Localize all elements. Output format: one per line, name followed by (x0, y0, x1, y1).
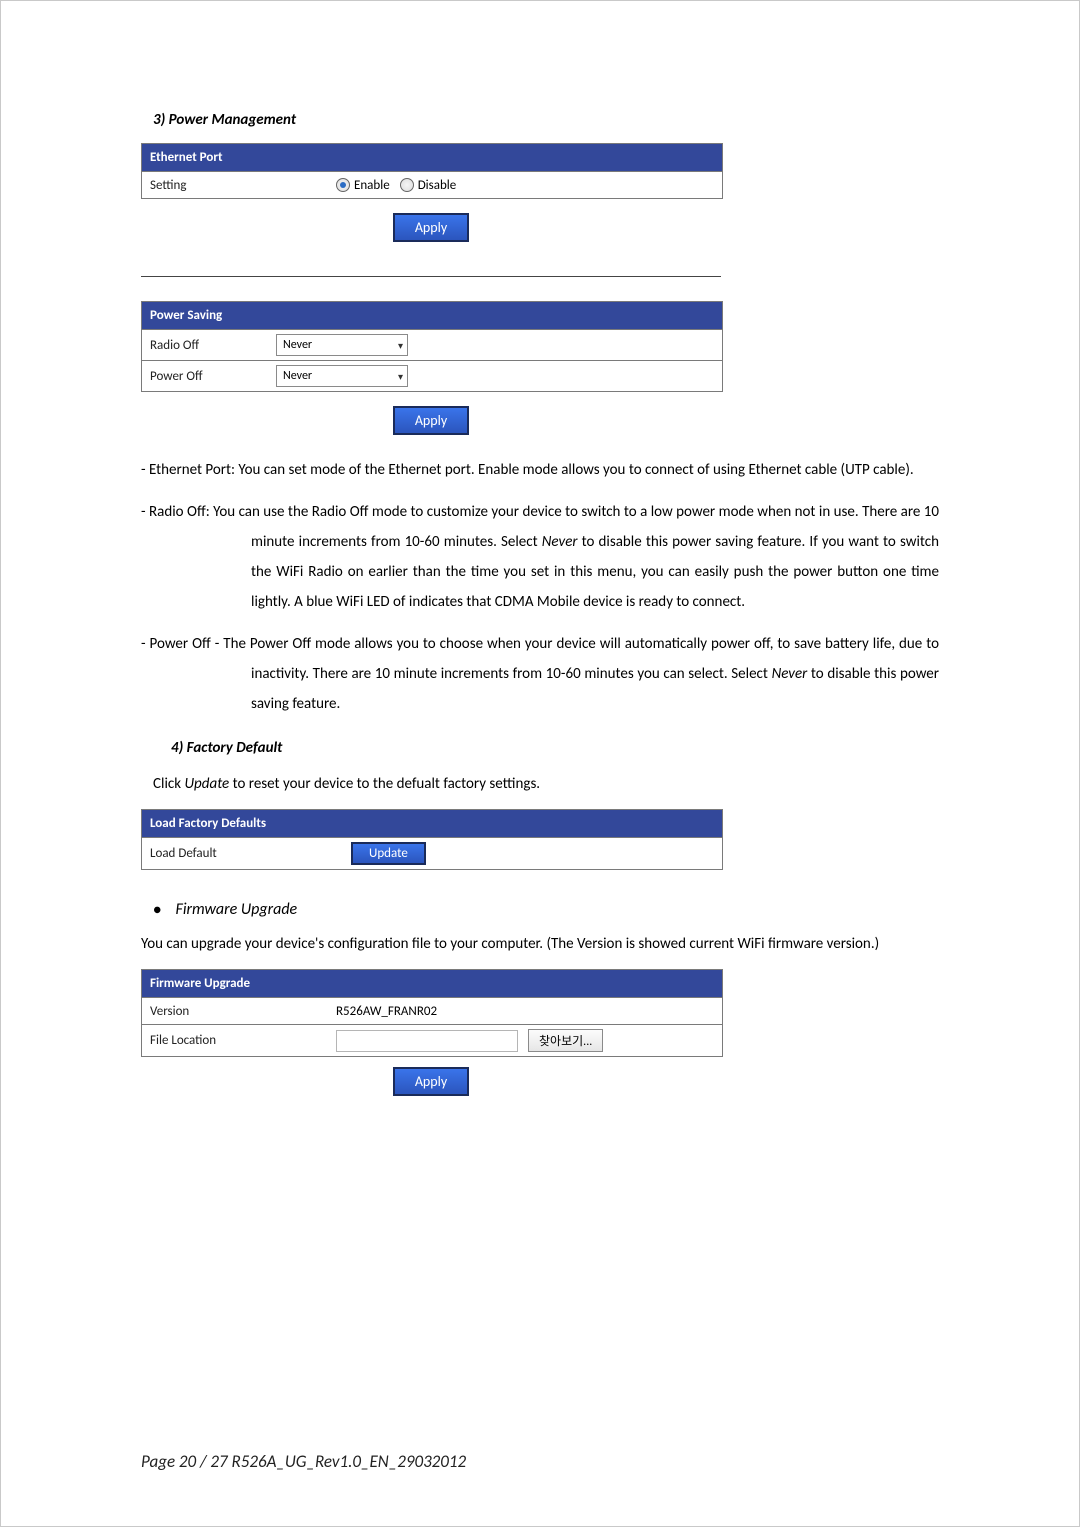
update-button[interactable]: Update (351, 842, 426, 865)
radio-off-select-value: Never (283, 338, 312, 352)
power-off-desc: - Power Off - The Power Off mode allows … (141, 629, 939, 719)
radio-off-row: Radio Off Never ▾ (142, 329, 722, 360)
radio-icon (336, 178, 350, 192)
firmware-upgrade-header: Firmware Upgrade (142, 970, 722, 997)
section-4-heading: 4) Factory Default (141, 739, 939, 757)
factory-defaults-header: Load Factory Defaults (142, 810, 722, 837)
radio-icon (400, 178, 414, 192)
divider (141, 276, 721, 277)
dropdown-caret-icon: ▾ (398, 339, 403, 352)
radio-off-label: Radio Off (142, 334, 268, 357)
section-3-heading: 3) Power Management (141, 111, 939, 129)
disable-radio-label: Disable (418, 178, 457, 193)
browse-button[interactable]: 찾아보기... (528, 1029, 603, 1052)
power-off-select[interactable]: Never ▾ (276, 365, 408, 387)
power-off-label: Power Off (142, 365, 268, 388)
file-location-input[interactable] (336, 1030, 518, 1052)
firmware-upgrade-heading: Firmware Upgrade (141, 900, 939, 919)
apply-button[interactable]: Apply (393, 1067, 469, 1096)
power-saving-panel: Power Saving Radio Off Never ▾ Power Off… (141, 301, 723, 392)
firmware-version-label: Version (142, 1000, 328, 1023)
power-off-select-value: Never (283, 369, 312, 383)
power-off-row: Power Off Never ▾ (142, 360, 722, 391)
firmware-version-value: R526AW_FRANR02 (328, 1000, 722, 1023)
ethernet-port-header: Ethernet Port (142, 144, 722, 171)
apply-button[interactable]: Apply (393, 406, 469, 435)
disable-radio[interactable]: Disable (400, 178, 457, 193)
file-location-label: File Location (142, 1029, 328, 1052)
ethernet-port-panel: Ethernet Port Setting Enable Disable (141, 143, 723, 199)
ethernet-setting-row: Setting Enable Disable (142, 171, 722, 198)
dropdown-caret-icon: ▾ (398, 370, 403, 383)
firmware-upgrade-desc: You can upgrade your device's configurat… (141, 929, 939, 959)
factory-default-desc: Click Update to reset your device to the… (141, 769, 939, 799)
page-footer: Page 20 / 27 R526A_UG_Rev1.0_EN_29032012 (141, 1451, 466, 1472)
factory-defaults-panel: Load Factory Defaults Load Default Updat… (141, 809, 723, 870)
enable-radio[interactable]: Enable (336, 178, 390, 193)
firmware-version-row: Version R526AW_FRANR02 (142, 997, 722, 1024)
enable-radio-label: Enable (354, 178, 390, 193)
file-location-row: File Location 찾아보기... (142, 1024, 722, 1056)
radio-off-desc: - Radio Off: You can use the Radio Off m… (141, 497, 939, 617)
apply-button[interactable]: Apply (393, 213, 469, 242)
ethernet-port-desc: - Ethernet Port: You can set mode of the… (141, 455, 939, 485)
radio-off-select[interactable]: Never ▾ (276, 334, 408, 356)
load-default-row: Load Default Update (142, 837, 722, 869)
load-default-label: Load Default (142, 842, 343, 865)
firmware-upgrade-panel: Firmware Upgrade Version R526AW_FRANR02 … (141, 969, 723, 1057)
ethernet-setting-label: Setting (142, 174, 328, 197)
power-saving-header: Power Saving (142, 302, 722, 329)
